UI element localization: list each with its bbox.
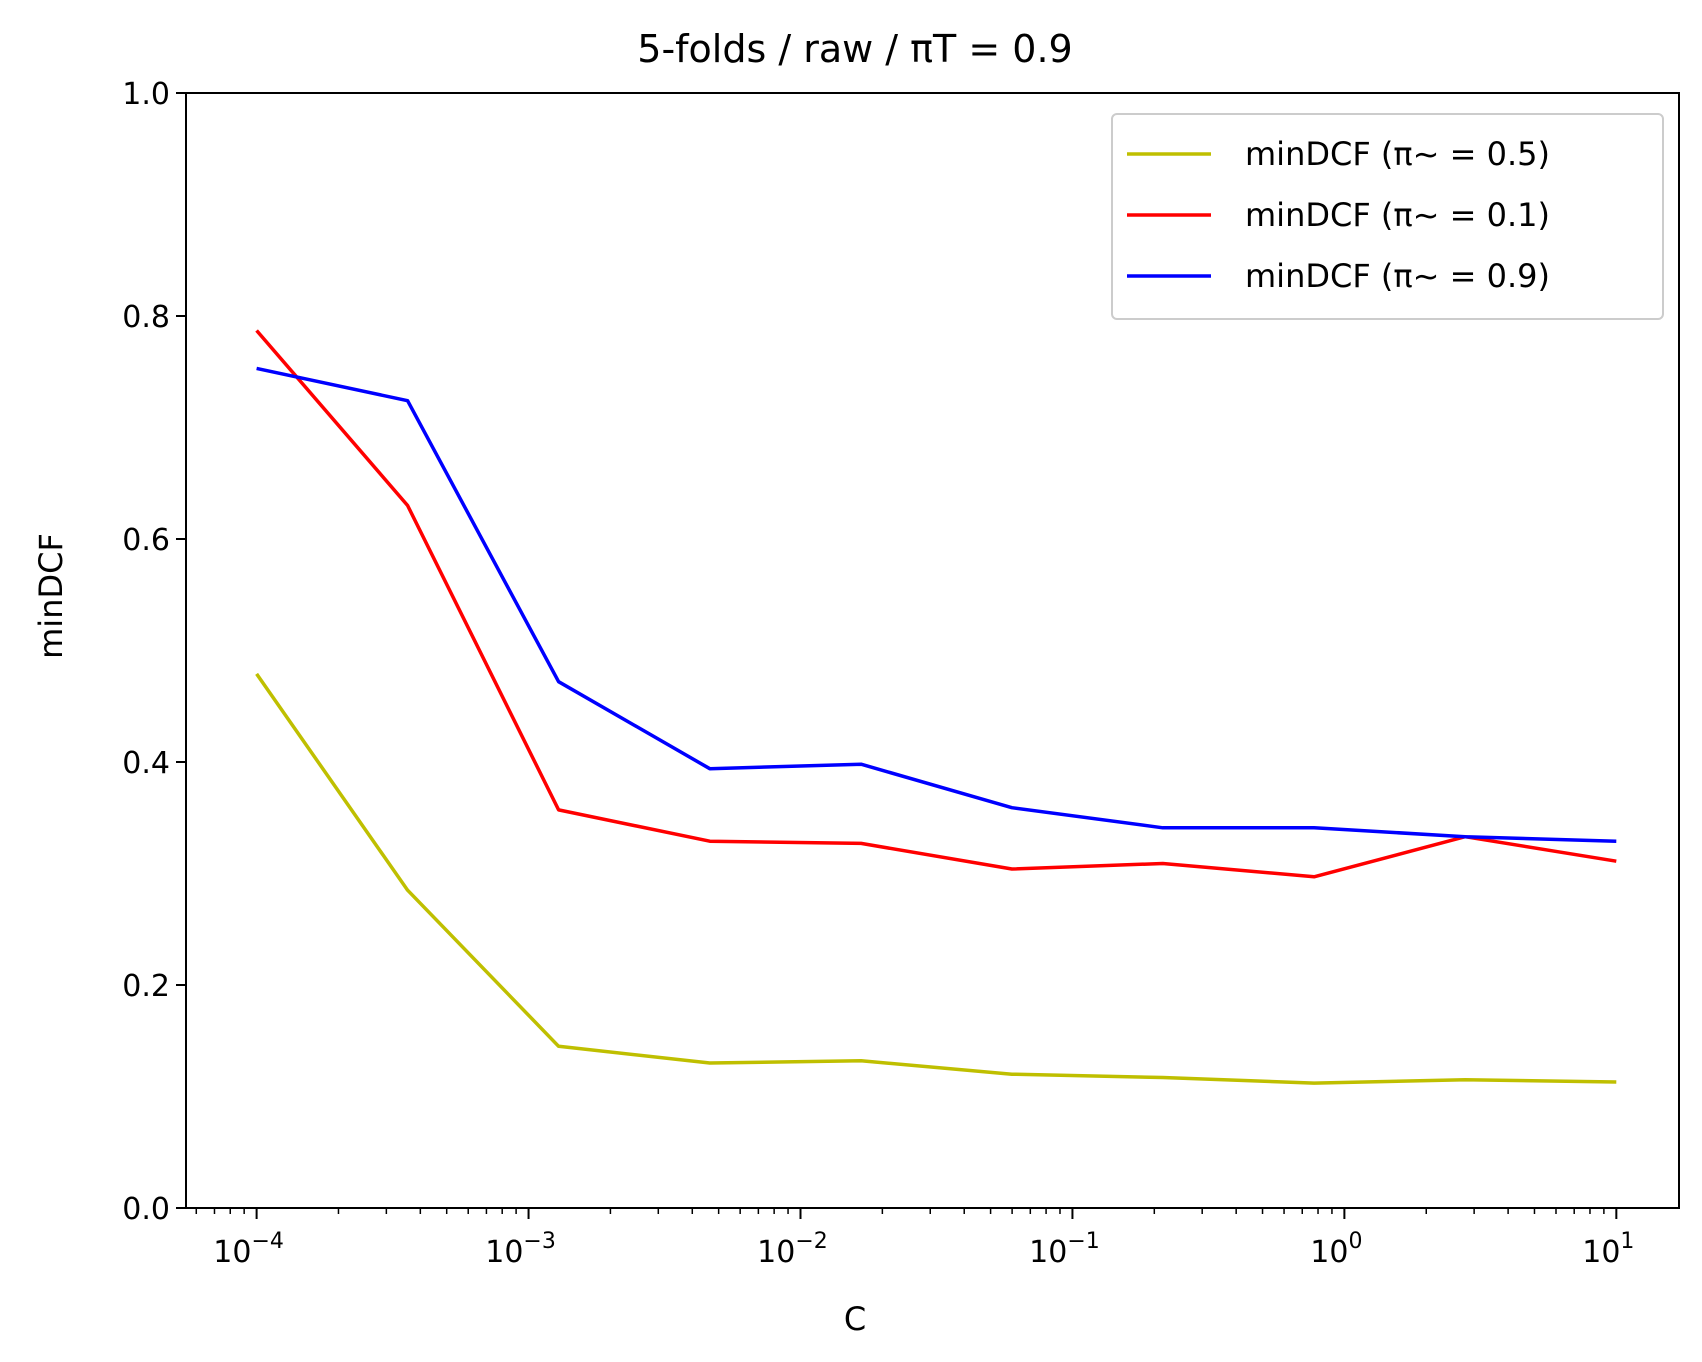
legend: minDCF (π~ = 0.5) minDCF (π~ = 0.1) minDCF… <box>1111 113 1664 320</box>
legend-label: minDCF (π~ = 0.9) <box>1245 257 1550 295</box>
plot-frame <box>185 92 1680 1209</box>
x-tick-label: 101 <box>1582 1229 1634 1270</box>
legend-label: minDCF (π~ = 0.1) <box>1245 196 1550 234</box>
series-line-3 <box>256 366 1617 843</box>
x-tick-label: 10−3 <box>485 1229 556 1270</box>
series-line-1 <box>255 672 1617 1085</box>
y-tick-label: 0.6 <box>122 523 170 558</box>
x-tick-label: 10−1 <box>1029 1229 1100 1270</box>
axes-layer: 0.0 0.2 0.4 0.6 0.8 1.0 10−4 10−3 10−2 10−1 100 101 <box>122 77 1680 1270</box>
legend-label: minDCF (π~ = 0.5) <box>1245 135 1550 173</box>
y-tick-label: 0.0 <box>122 1192 170 1227</box>
y-tick-label: 0.8 <box>122 300 170 335</box>
series-layer <box>255 329 1617 1085</box>
y-tick-label: 1.0 <box>122 77 170 112</box>
x-tick-label: 10−4 <box>213 1229 284 1270</box>
y-tick-label: 0.4 <box>122 746 170 781</box>
x-tick-label: 10−2 <box>757 1229 828 1270</box>
legend-box <box>1111 113 1664 320</box>
x-axis-label: C <box>844 1300 866 1338</box>
y-axis-label: minDCF <box>32 533 70 659</box>
series-line-2 <box>255 329 1617 879</box>
x-tick-label: 100 <box>1310 1229 1362 1270</box>
chart-title: 5-folds / raw / πT = 0.9 <box>637 27 1072 71</box>
y-tick-label: 0.2 <box>122 969 170 1004</box>
